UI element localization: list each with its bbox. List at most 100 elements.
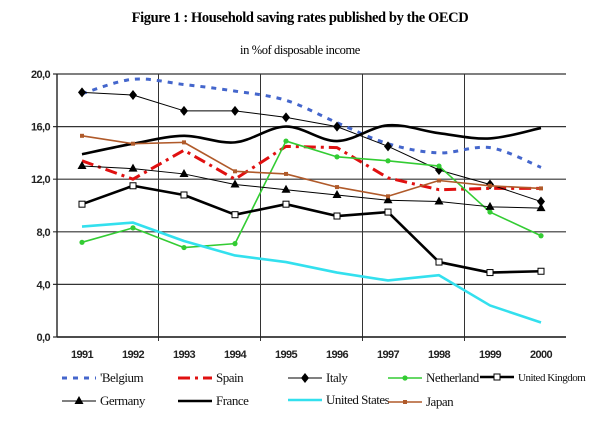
series-line-netherland <box>81 140 542 249</box>
data-point-united-kingdom <box>129 182 137 190</box>
data-point-italy <box>333 121 341 132</box>
legend-marker-japan <box>403 400 407 404</box>
data-point-netherland <box>538 233 544 239</box>
data-point-netherland <box>232 241 238 247</box>
x-tick-label: 1994 <box>224 349 248 361</box>
y-tick-label: 12,0 <box>31 174 50 186</box>
data-point-germany <box>77 161 87 170</box>
legend-item-france: France <box>178 393 250 408</box>
x-tick-label: 1992 <box>122 349 145 361</box>
data-point-germany <box>485 201 495 210</box>
data-point-united-kingdom <box>180 191 188 199</box>
y-tick-label: 20,0 <box>31 69 50 81</box>
data-point-japan <box>182 140 186 145</box>
y-tick-label: 4,0 <box>37 279 51 291</box>
legend-item-spain: Spain <box>178 370 245 385</box>
legend-label-germany: Germany <box>100 393 146 408</box>
series-netherland <box>79 138 544 251</box>
series-united-kingdom <box>78 182 545 277</box>
x-tick-label: 1995 <box>275 349 298 361</box>
series-japan <box>80 133 543 199</box>
series-line-france <box>81 123 542 156</box>
data-point-united-kingdom <box>435 258 443 266</box>
series-france <box>81 123 542 156</box>
data-point-germany <box>281 184 291 193</box>
legend: 'Belgium Spain Italy Netherland United Kingd… <box>62 370 587 409</box>
series-line-united-states <box>81 221 542 324</box>
legend-label-italy: Italy <box>326 370 348 385</box>
data-point-italy <box>180 105 188 116</box>
legend-item-japan: Japan <box>388 394 455 409</box>
data-point-united-kingdom <box>486 269 494 277</box>
x-tick-label: 1998 <box>428 349 451 361</box>
y-tick-label: 8,0 <box>37 227 51 239</box>
data-point-germany <box>383 195 393 204</box>
legend-marker-italy <box>301 373 309 383</box>
data-point-germany <box>536 203 546 212</box>
data-point-japan <box>233 169 237 174</box>
legend-label-france: France <box>216 393 249 408</box>
legend-label-netherland: Netherland <box>426 370 480 385</box>
series-line-spain <box>81 144 541 192</box>
chart-subtitle: in %of disposable income <box>240 43 360 57</box>
legend-label-united-kingdom: United Kingdom <box>518 372 586 384</box>
data-point-united-kingdom <box>78 200 86 208</box>
y-tick-label: 0,0 <box>37 332 51 344</box>
x-axis-ticks: 1991 1992 1993 1994 1995 1996 1997 1998 1999 2000 <box>71 349 553 361</box>
data-point-netherland <box>79 239 85 245</box>
grid <box>53 73 566 341</box>
data-point-netherland <box>334 154 340 160</box>
data-point-germany <box>434 196 444 205</box>
legend-item-italy: Italy <box>288 370 349 385</box>
data-point-japan <box>437 178 441 183</box>
data-point-netherland <box>283 138 289 144</box>
legend-item-netherland: Netherland <box>388 370 480 385</box>
data-point-japan <box>335 185 339 190</box>
legend-item-united-states: United States <box>288 392 390 407</box>
data-point-italy <box>384 141 392 152</box>
series-line-belgium <box>81 77 542 169</box>
data-point-italy <box>537 196 545 207</box>
data-point-netherland <box>487 209 493 215</box>
data-point-japan <box>80 133 84 138</box>
y-axis-ticks: 0,0 4,0 8,0 12,0 16,0 20,0 <box>31 69 51 344</box>
data-point-italy <box>231 105 239 116</box>
data-point-netherland <box>436 163 442 169</box>
x-tick-label: 1999 <box>479 349 502 361</box>
data-point-germany <box>230 179 240 188</box>
y-tick-label: 16,0 <box>31 122 50 134</box>
legend-marker-united-kingdom <box>493 373 501 381</box>
series-line-italy <box>81 91 542 203</box>
legend-item-germany: Germany <box>62 393 146 408</box>
series-group <box>77 77 546 324</box>
data-point-germany <box>179 168 189 177</box>
legend-marker-germany <box>74 396 84 404</box>
x-tick-label: 2000 <box>530 349 553 361</box>
data-point-united-kingdom <box>231 211 239 219</box>
legend-label-spain: Spain <box>216 370 244 385</box>
x-tick-label: 1996 <box>326 349 349 361</box>
data-point-netherland <box>130 225 136 231</box>
x-tick-label: 1991 <box>71 349 94 361</box>
data-point-netherland <box>385 158 391 164</box>
axes <box>56 74 566 338</box>
data-point-germany <box>332 189 342 198</box>
legend-item-belgium: 'Belgium <box>62 370 144 385</box>
chart-title: Figure 1 : Household saving rates publis… <box>131 10 469 26</box>
series-germany <box>77 161 546 212</box>
series-spain <box>81 144 541 192</box>
series-belgium <box>81 77 542 169</box>
data-point-japan <box>131 141 135 146</box>
data-point-united-kingdom <box>537 267 545 275</box>
x-tick-label: 1993 <box>173 349 196 361</box>
data-point-italy <box>282 112 290 123</box>
data-point-germany <box>128 163 138 172</box>
legend-label-united-states: United States <box>326 392 390 407</box>
data-point-united-kingdom <box>333 212 341 220</box>
series-line-germany <box>81 165 542 209</box>
legend-item-united-kingdom: United Kingdom <box>480 372 587 384</box>
data-point-italy <box>129 90 137 101</box>
series-united-states <box>81 221 542 324</box>
legend-marker-netherland <box>402 375 408 381</box>
